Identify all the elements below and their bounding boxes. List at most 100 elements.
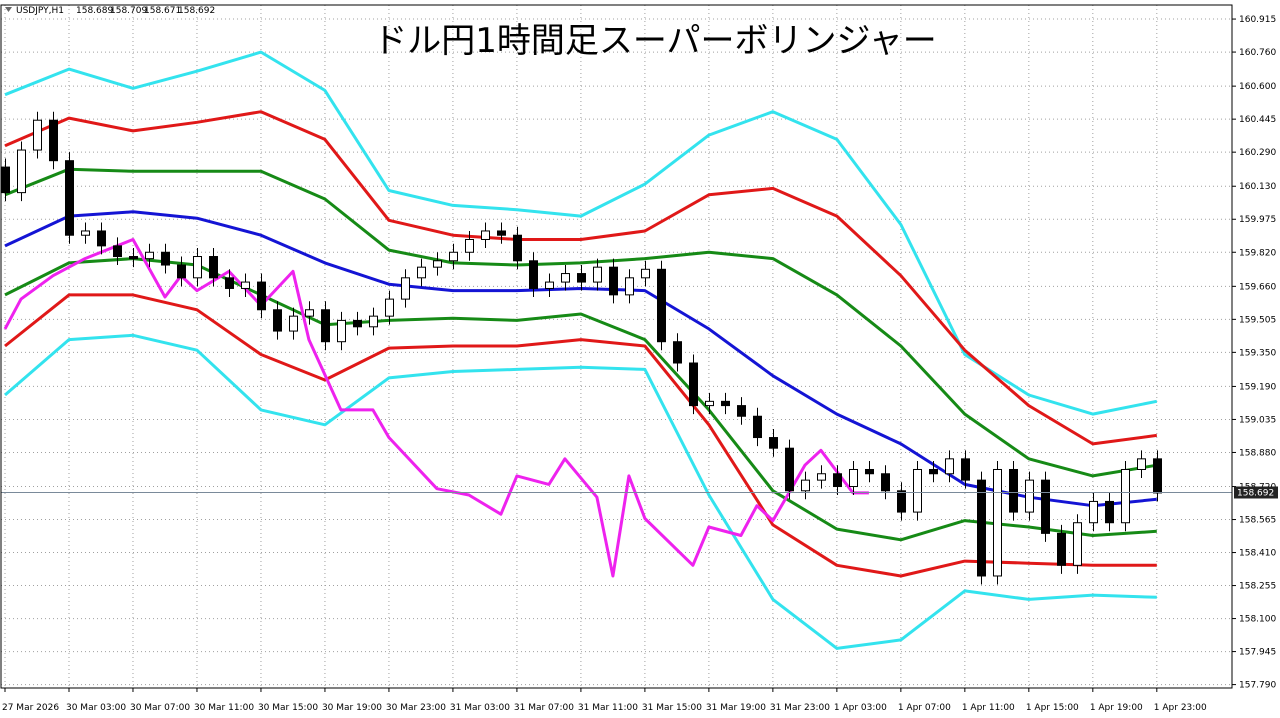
candle-body — [865, 468, 874, 475]
y-tick-label: 159.035 — [1239, 415, 1276, 425]
candle-body — [625, 277, 634, 296]
y-tick-label: 157.790 — [1239, 681, 1276, 691]
header-low: 158.671 — [144, 6, 181, 16]
candle-body — [1073, 522, 1082, 566]
indicator-line — [4, 50, 1158, 416]
y-tick-label: 160.600 — [1239, 82, 1276, 92]
y-tick-label: 159.190 — [1239, 382, 1276, 392]
candle-body — [49, 119, 58, 162]
y-tick-label: 160.130 — [1239, 182, 1276, 192]
candles — [1, 111, 1162, 585]
candle-body — [65, 160, 74, 236]
y-tick-label: 159.350 — [1239, 348, 1276, 358]
candle-body — [113, 245, 122, 258]
candle-body — [497, 230, 506, 236]
header-open: 158.689 — [76, 6, 113, 16]
indicator-line — [4, 210, 1157, 508]
current-price-box — [1234, 486, 1278, 499]
candle-body — [1089, 500, 1098, 524]
candle-body — [385, 298, 394, 317]
indicator-line — [3, 238, 869, 578]
candle-body — [1137, 458, 1146, 470]
x-tick-label: 1 Apr 23:00 — [1154, 703, 1207, 713]
candle-body — [737, 405, 746, 417]
x-tick-label: 30 Mar 19:00 — [322, 703, 382, 713]
candle-body — [353, 319, 362, 328]
candle-body — [673, 341, 682, 364]
candle-body — [465, 238, 474, 253]
header-close: 158.692 — [178, 6, 215, 16]
candle-body — [529, 260, 538, 289]
candle-body — [129, 256, 138, 260]
y-tick-label: 160.290 — [1239, 148, 1276, 158]
candle-body — [593, 266, 602, 283]
candle-body — [177, 264, 186, 279]
candle-body — [945, 458, 954, 475]
candle-body — [17, 149, 26, 194]
candle-body — [833, 473, 842, 488]
candle-body — [993, 468, 1002, 577]
candle-body — [785, 447, 794, 492]
x-tick-label: 31 Mar 19:00 — [706, 703, 766, 713]
candle-body — [241, 281, 250, 289]
y-tick-label: 160.760 — [1239, 48, 1276, 58]
candle-body — [657, 268, 666, 343]
axes: 160.915 160.760 160.600 160.445 160.290 160.1… — [1, 15, 1278, 713]
candle-body — [929, 468, 938, 475]
candle-body — [433, 260, 442, 268]
indicator-line — [4, 293, 1157, 578]
symbol: USDJPY,H1 — [16, 6, 64, 16]
candle-body — [689, 362, 698, 407]
candle-body — [145, 251, 154, 260]
candle-body — [289, 315, 298, 332]
y-tick-label: 159.660 — [1239, 282, 1276, 292]
candle-body — [577, 273, 586, 283]
candle-body — [561, 273, 570, 283]
y-tick-label: 159.820 — [1239, 248, 1276, 258]
candle-body — [273, 309, 282, 332]
candle-body — [369, 315, 378, 328]
x-tick-label: 30 Mar 23:00 — [386, 703, 446, 713]
x-tick-label: 30 Mar 07:00 — [130, 703, 190, 713]
x-tick-label: 1 Apr 11:00 — [962, 703, 1015, 713]
candle-body — [401, 277, 410, 300]
candle-body — [1009, 468, 1018, 513]
x-tick-label: 1 Apr 19:00 — [1090, 703, 1143, 713]
candle-body — [481, 230, 490, 240]
candle-body — [97, 230, 106, 247]
candle-body — [881, 473, 890, 492]
candle-body — [257, 281, 266, 311]
indicator-line — [4, 167, 1158, 478]
x-tick-label: 31 Mar 11:00 — [578, 703, 638, 713]
candle-body — [721, 400, 730, 407]
y-tick-label: 157.945 — [1239, 648, 1276, 658]
candle-body — [1, 166, 10, 194]
y-tick-label: 159.975 — [1239, 215, 1276, 225]
y-tick-label: 158.565 — [1239, 516, 1276, 526]
x-tick-label: 1 Apr 03:00 — [834, 703, 887, 713]
y-tick-label: 158.255 — [1239, 582, 1276, 592]
candle-body — [545, 281, 554, 289]
x-tick-label: 1 Apr 15:00 — [1026, 703, 1079, 713]
candle-body — [913, 468, 922, 513]
candle-body — [161, 251, 170, 266]
y-tick-label: 160.915 — [1239, 15, 1276, 25]
y-tick-label: 158.880 — [1239, 448, 1276, 458]
candle-body — [1121, 468, 1130, 524]
y-tick-label: 158.410 — [1239, 549, 1276, 559]
x-tick-label: 30 Mar 03:00 — [66, 703, 126, 713]
candle-body — [849, 468, 858, 488]
candle-body — [1025, 479, 1034, 513]
y-tick-label: 159.505 — [1239, 315, 1276, 325]
x-tick-label: 31 Mar 07:00 — [514, 703, 574, 713]
candle-body — [1041, 479, 1050, 534]
candle-body — [801, 479, 810, 492]
y-tick-label: 158.100 — [1239, 615, 1276, 625]
x-tick-label: 1 Apr 07:00 — [898, 703, 951, 713]
y-tick-label: 160.445 — [1239, 115, 1276, 125]
candle-body — [337, 319, 346, 343]
x-tick-label: 30 Mar 11:00 — [194, 703, 254, 713]
candle-body — [1153, 458, 1162, 494]
candle-body — [225, 277, 234, 289]
indicator-line — [4, 333, 1157, 650]
